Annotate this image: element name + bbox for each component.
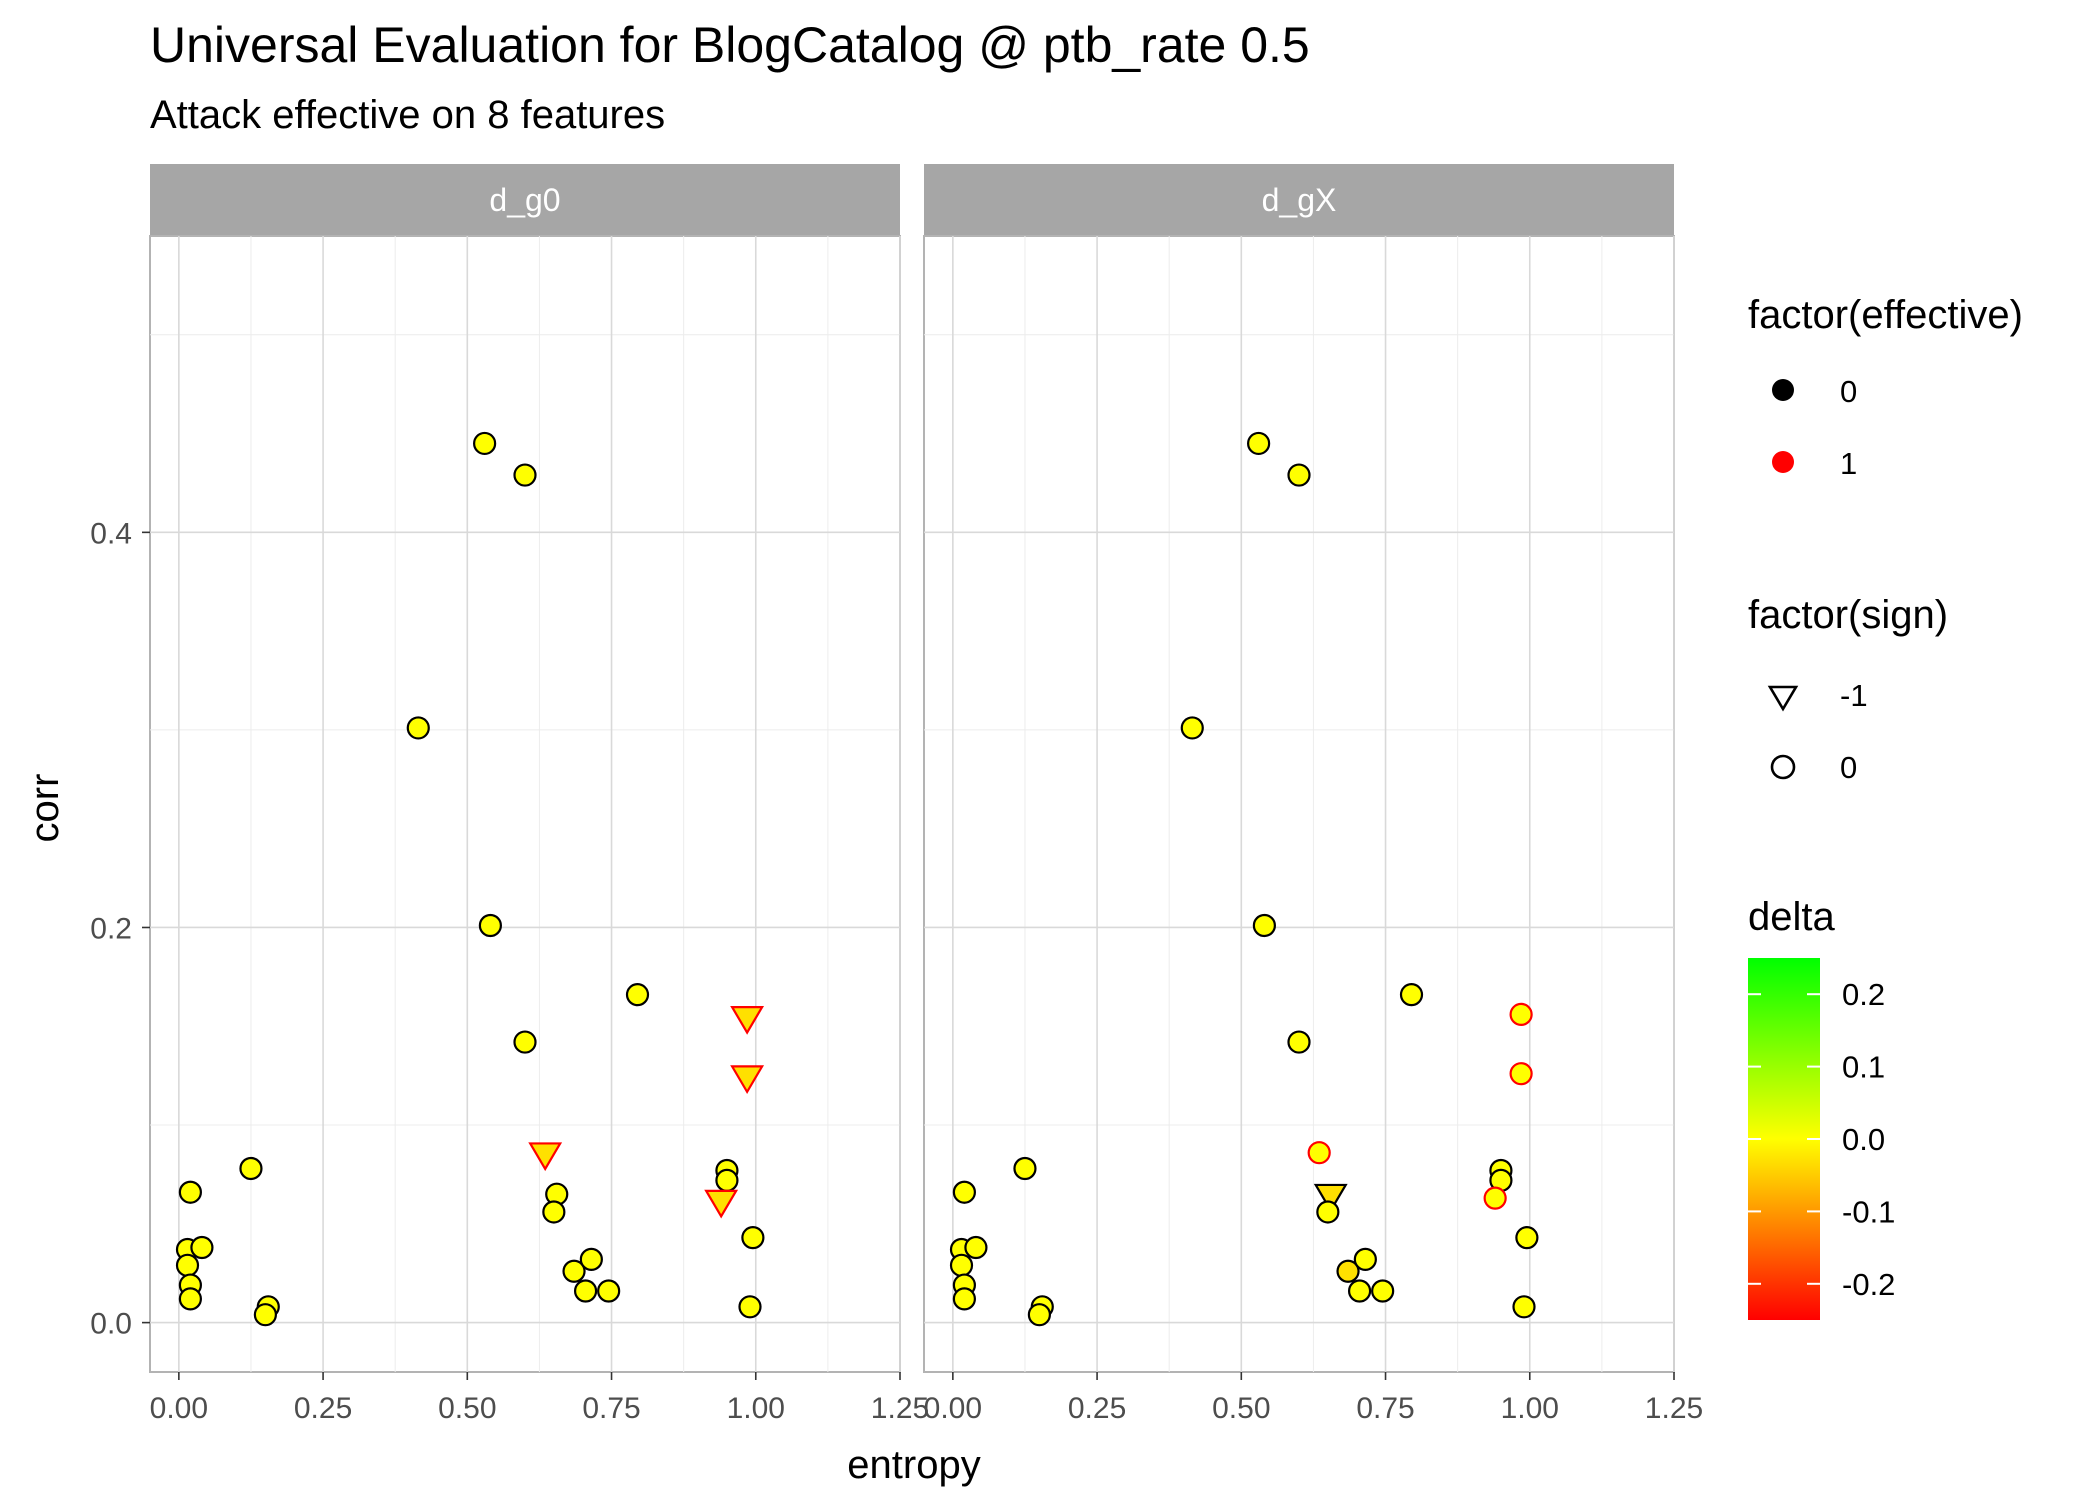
data-point [573,1279,598,1303]
y-tick-label: 0.4 [90,517,132,550]
data-point [1509,1062,1533,1086]
legend-effective-label-0: 0 [1840,374,1857,409]
data-point [1353,1247,1377,1271]
facet-strip-label: d_gX [1262,182,1337,218]
facet-strip [150,164,900,236]
data-point [1509,1002,1533,1027]
facet-strip-label: d_g0 [489,182,560,218]
x-tick-label: 0.75 [582,1392,640,1425]
data-point-triangle [730,1065,765,1095]
data-point [1287,463,1311,487]
chart-subtitle: Attack effective on 8 features [150,93,665,137]
data-point [1027,1303,1051,1327]
x-tick-label: 0.50 [1212,1392,1270,1425]
legend-sign-label-neg1: -1 [1840,678,1868,713]
data-point [478,913,502,938]
data-point [579,1247,603,1271]
x-tick-label: 1.00 [1501,1392,1559,1425]
data-point [1247,431,1271,456]
legend-sign-triangle-icon [1767,685,1799,712]
delta-colorbar-ticks: 0.2 0.1 0.0 -0.1 -0.2 [1748,977,1895,1302]
colorbar-tick-label: 0.2 [1842,977,1885,1012]
data-point [1347,1279,1372,1303]
data-point [1287,1030,1311,1054]
data-point [1515,1226,1539,1250]
y-tick-label: 0.2 [90,912,132,945]
x-tick-label: 0.75 [1356,1392,1414,1425]
legend-area: factor(effective) 0 1 factor(sign) -1 0 … [1748,293,2023,1320]
legend-sign-title: factor(sign) [1748,593,1948,637]
data-point [406,716,430,740]
data-point [1316,1200,1340,1224]
colorbar-tick-label: -0.2 [1842,1267,1895,1302]
data-point [178,1180,202,1204]
data-point [1399,983,1424,1007]
data-point [562,1259,586,1283]
x-tick-label: 1.25 [871,1392,929,1425]
data-point [949,1253,974,1277]
data-point [178,1287,202,1311]
data-point [1307,1141,1331,1165]
data-point [741,1226,765,1250]
legend-sign-circle-icon [1770,754,1796,780]
x-tick-label: 1.00 [727,1392,785,1425]
data-point [738,1295,762,1319]
data-point [952,1287,976,1311]
colorbar-tick-label: -0.1 [1842,1194,1895,1229]
data-point [715,1168,739,1192]
panel-background [149,235,901,1373]
data-point-triangle [528,1142,563,1172]
data-point [1252,913,1276,938]
legend-delta-title: delta [1748,895,1835,939]
data-point [1512,1295,1536,1319]
data-point [964,1235,988,1260]
x-tick-label: 0.25 [294,1392,352,1425]
legend-effective-title: factor(effective) [1748,293,2023,337]
x-tick-label: 0.50 [438,1392,496,1425]
colorbar-tick-label: 0.0 [1842,1122,1885,1157]
x-tick-label: 1.25 [1645,1392,1703,1425]
data-point [239,1156,263,1181]
facet-panels: d_g00.00 0.25 0.50 0.75 1.00 1.250.00.20.4d_g… [90,164,1703,1425]
facet-panel-d_gX: d_gX 0.00 0.25 0.50 0.75 1.00 1.25 [923,164,1703,1425]
x-tick-label: 0.00 [150,1392,208,1425]
data-point [952,1180,976,1204]
y-axis-title: corr [23,774,67,843]
legend-effective-swatch-0 [1772,379,1794,401]
facet-strip [924,164,1674,236]
data-point [1180,716,1204,740]
x-tick-label: 0.25 [1068,1392,1126,1425]
x-tick-label: 0.00 [924,1392,982,1425]
data-point [597,1279,621,1303]
data-point [625,983,650,1007]
data-point [542,1200,566,1224]
data-point [1483,1186,1507,1210]
data-point-triangle [730,1006,765,1035]
data-point [1336,1259,1360,1283]
legend-sign-label-0: 0 [1840,750,1857,785]
legend-effective-label-1: 1 [1840,446,1857,481]
data-point [190,1235,214,1260]
panel-background [923,235,1675,1373]
data-point [175,1253,200,1277]
x-axis-title: entropy [847,1443,980,1487]
legend-effective-swatch-1 [1772,451,1794,473]
data-point [513,1030,537,1054]
colorbar-tick-label: 0.1 [1842,1050,1885,1085]
data-point [1371,1279,1395,1303]
data-point-triangle [1313,1183,1348,1213]
chart-title: Universal Evaluation for BlogCatalog @ p… [150,17,1310,73]
data-point-triangle [704,1189,739,1219]
y-tick-label: 0.0 [90,1308,132,1341]
data-point [1013,1156,1037,1181]
data-point [253,1303,277,1327]
data-point [513,463,537,487]
data-point [473,431,497,456]
facet-panel-d_g0: d_g0 0.00 0.25 0.50 0.75 1.00 1.25 0.0 0.2 0.4 [90,164,929,1425]
